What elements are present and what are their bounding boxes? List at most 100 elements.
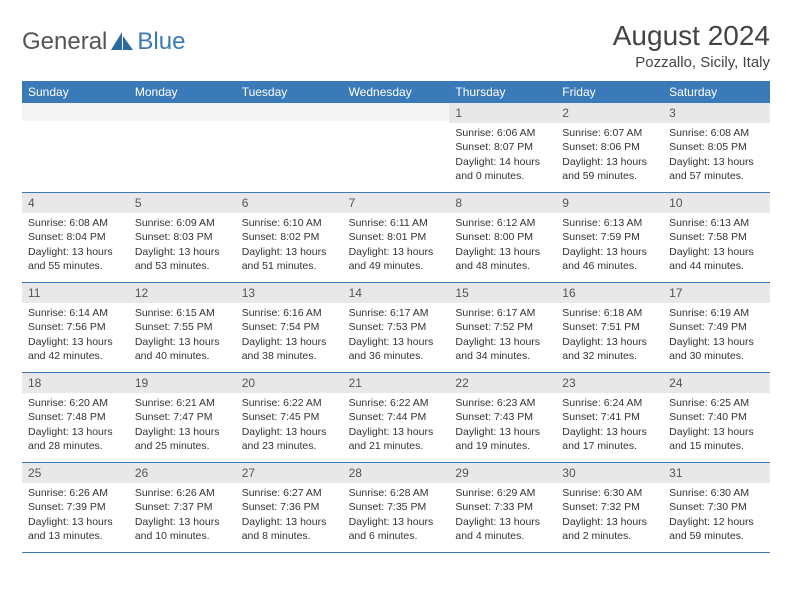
daylight-text-2: and 4 minutes.	[455, 529, 550, 543]
header: General Blue August 2024 Pozzallo, Sicil…	[22, 20, 770, 71]
day-cell: 22Sunrise: 6:23 AMSunset: 7:43 PMDayligh…	[449, 373, 556, 463]
day-cell: 14Sunrise: 6:17 AMSunset: 7:53 PMDayligh…	[343, 283, 450, 373]
daylight-text-2: and 40 minutes.	[135, 349, 230, 363]
day-number: 27	[236, 463, 343, 483]
day-body: Sunrise: 6:11 AMSunset: 8:01 PMDaylight:…	[343, 213, 450, 279]
daylight-text-1: Daylight: 13 hours	[455, 245, 550, 259]
sunset-text: Sunset: 7:40 PM	[669, 410, 764, 424]
sunrise-text: Sunrise: 6:30 AM	[562, 486, 657, 500]
sunrise-text: Sunrise: 6:23 AM	[455, 396, 550, 410]
sunset-text: Sunset: 7:54 PM	[242, 320, 337, 334]
sunrise-text: Sunrise: 6:13 AM	[562, 216, 657, 230]
logo-text-general: General	[22, 28, 107, 56]
weekday-saturday: Saturday	[663, 81, 770, 103]
day-cell: 3Sunrise: 6:08 AMSunset: 8:05 PMDaylight…	[663, 103, 770, 193]
day-cell: 6Sunrise: 6:10 AMSunset: 8:02 PMDaylight…	[236, 193, 343, 283]
daylight-text-1: Daylight: 13 hours	[135, 245, 230, 259]
sunset-text: Sunset: 7:51 PM	[562, 320, 657, 334]
daylight-text-2: and 19 minutes.	[455, 439, 550, 453]
daylight-text-2: and 21 minutes.	[349, 439, 444, 453]
sunset-text: Sunset: 8:02 PM	[242, 230, 337, 244]
day-cell: 9Sunrise: 6:13 AMSunset: 7:59 PMDaylight…	[556, 193, 663, 283]
day-body: Sunrise: 6:16 AMSunset: 7:54 PMDaylight:…	[236, 303, 343, 369]
day-body: Sunrise: 6:26 AMSunset: 7:39 PMDaylight:…	[22, 483, 129, 549]
sunset-text: Sunset: 7:48 PM	[28, 410, 123, 424]
day-body: Sunrise: 6:12 AMSunset: 8:00 PMDaylight:…	[449, 213, 556, 279]
sunset-text: Sunset: 7:58 PM	[669, 230, 764, 244]
day-body: Sunrise: 6:22 AMSunset: 7:45 PMDaylight:…	[236, 393, 343, 459]
day-body: Sunrise: 6:22 AMSunset: 7:44 PMDaylight:…	[343, 393, 450, 459]
day-number: 25	[22, 463, 129, 483]
day-body: Sunrise: 6:08 AMSunset: 8:04 PMDaylight:…	[22, 213, 129, 279]
logo: General Blue	[22, 20, 185, 56]
day-body: Sunrise: 6:30 AMSunset: 7:32 PMDaylight:…	[556, 483, 663, 549]
day-cell: 7Sunrise: 6:11 AMSunset: 8:01 PMDaylight…	[343, 193, 450, 283]
day-body: Sunrise: 6:18 AMSunset: 7:51 PMDaylight:…	[556, 303, 663, 369]
sunset-text: Sunset: 7:45 PM	[242, 410, 337, 424]
day-cell: 10Sunrise: 6:13 AMSunset: 7:58 PMDayligh…	[663, 193, 770, 283]
day-number: 4	[22, 193, 129, 213]
sunset-text: Sunset: 7:55 PM	[135, 320, 230, 334]
day-number: 1	[449, 103, 556, 123]
sunrise-text: Sunrise: 6:06 AM	[455, 126, 550, 140]
empty-cell	[236, 103, 343, 193]
sunrise-text: Sunrise: 6:22 AM	[349, 396, 444, 410]
sunset-text: Sunset: 7:49 PM	[669, 320, 764, 334]
sunrise-text: Sunrise: 6:17 AM	[455, 306, 550, 320]
day-body: Sunrise: 6:06 AMSunset: 8:07 PMDaylight:…	[449, 123, 556, 189]
daylight-text-1: Daylight: 13 hours	[562, 425, 657, 439]
weekday-wednesday: Wednesday	[343, 81, 450, 103]
day-cell: 17Sunrise: 6:19 AMSunset: 7:49 PMDayligh…	[663, 283, 770, 373]
day-number: 31	[663, 463, 770, 483]
day-body: Sunrise: 6:15 AMSunset: 7:55 PMDaylight:…	[129, 303, 236, 369]
title-block: August 2024 Pozzallo, Sicily, Italy	[613, 20, 770, 71]
sunrise-text: Sunrise: 6:25 AM	[669, 396, 764, 410]
daylight-text-1: Daylight: 13 hours	[669, 155, 764, 169]
day-body: Sunrise: 6:13 AMSunset: 7:58 PMDaylight:…	[663, 213, 770, 279]
day-number: 5	[129, 193, 236, 213]
day-body: Sunrise: 6:20 AMSunset: 7:48 PMDaylight:…	[22, 393, 129, 459]
day-cell: 20Sunrise: 6:22 AMSunset: 7:45 PMDayligh…	[236, 373, 343, 463]
day-number: 2	[556, 103, 663, 123]
weekday-thursday: Thursday	[449, 81, 556, 103]
sunset-text: Sunset: 8:04 PM	[28, 230, 123, 244]
sunset-text: Sunset: 7:59 PM	[562, 230, 657, 244]
day-number: 18	[22, 373, 129, 393]
day-body: Sunrise: 6:07 AMSunset: 8:06 PMDaylight:…	[556, 123, 663, 189]
day-body: Sunrise: 6:14 AMSunset: 7:56 PMDaylight:…	[22, 303, 129, 369]
daylight-text-1: Daylight: 13 hours	[349, 515, 444, 529]
daylight-text-1: Daylight: 13 hours	[562, 155, 657, 169]
daylight-text-1: Daylight: 13 hours	[28, 335, 123, 349]
daylight-text-2: and 28 minutes.	[28, 439, 123, 453]
day-body: Sunrise: 6:27 AMSunset: 7:36 PMDaylight:…	[236, 483, 343, 549]
sunset-text: Sunset: 7:56 PM	[28, 320, 123, 334]
sunrise-text: Sunrise: 6:10 AM	[242, 216, 337, 230]
day-body: Sunrise: 6:10 AMSunset: 8:02 PMDaylight:…	[236, 213, 343, 279]
day-body: Sunrise: 6:29 AMSunset: 7:33 PMDaylight:…	[449, 483, 556, 549]
sunrise-text: Sunrise: 6:26 AM	[28, 486, 123, 500]
day-body: Sunrise: 6:21 AMSunset: 7:47 PMDaylight:…	[129, 393, 236, 459]
sunrise-text: Sunrise: 6:21 AM	[135, 396, 230, 410]
day-cell: 13Sunrise: 6:16 AMSunset: 7:54 PMDayligh…	[236, 283, 343, 373]
day-cell: 1Sunrise: 6:06 AMSunset: 8:07 PMDaylight…	[449, 103, 556, 193]
day-cell: 24Sunrise: 6:25 AMSunset: 7:40 PMDayligh…	[663, 373, 770, 463]
day-number: 9	[556, 193, 663, 213]
daylight-text-1: Daylight: 13 hours	[242, 335, 337, 349]
daylight-text-2: and 2 minutes.	[562, 529, 657, 543]
sunset-text: Sunset: 7:52 PM	[455, 320, 550, 334]
day-cell: 8Sunrise: 6:12 AMSunset: 8:00 PMDaylight…	[449, 193, 556, 283]
day-body: Sunrise: 6:26 AMSunset: 7:37 PMDaylight:…	[129, 483, 236, 549]
day-number: 30	[556, 463, 663, 483]
sunrise-text: Sunrise: 6:13 AM	[669, 216, 764, 230]
day-number: 21	[343, 373, 450, 393]
sunset-text: Sunset: 7:33 PM	[455, 500, 550, 514]
day-cell: 27Sunrise: 6:27 AMSunset: 7:36 PMDayligh…	[236, 463, 343, 553]
day-cell: 19Sunrise: 6:21 AMSunset: 7:47 PMDayligh…	[129, 373, 236, 463]
day-number: 16	[556, 283, 663, 303]
sunset-text: Sunset: 7:44 PM	[349, 410, 444, 424]
sunrise-text: Sunrise: 6:14 AM	[28, 306, 123, 320]
sunrise-text: Sunrise: 6:11 AM	[349, 216, 444, 230]
sunset-text: Sunset: 7:53 PM	[349, 320, 444, 334]
day-body: Sunrise: 6:09 AMSunset: 8:03 PMDaylight:…	[129, 213, 236, 279]
day-number: 8	[449, 193, 556, 213]
